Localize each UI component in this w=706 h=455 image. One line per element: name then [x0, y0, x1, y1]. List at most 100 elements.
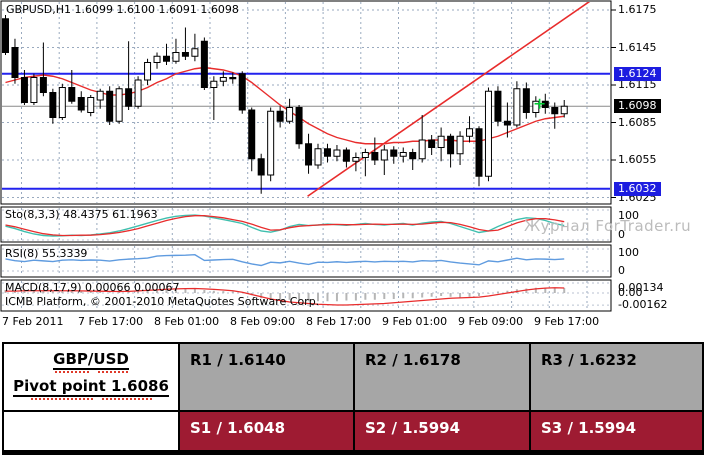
candle-body: [172, 52, 180, 62]
chart-window[interactable]: GBPUSD,H1 1.6099 1.6100 1.6091 1.6098 St…: [0, 0, 706, 334]
candle-body: [361, 152, 369, 158]
candle-body: [106, 90, 114, 122]
main-panel[interactable]: [0, 0, 612, 205]
candle-body: [162, 55, 170, 62]
candle-body: [352, 157, 360, 162]
pivot-r3-cell: R3 / 1.6232: [529, 344, 702, 410]
candle-body: [68, 87, 76, 102]
copyright-label: ICMB Platform, © 2001-2010 MetaQuotes So…: [5, 295, 320, 308]
candle-body: [267, 110, 275, 176]
macd-label: MACD(8,17,9) 0.00066 0.00067: [5, 281, 180, 294]
macd-signal-line: [5, 287, 565, 306]
candle-body: [20, 77, 28, 103]
candlestick-series: [2, 15, 568, 194]
candle-body: [125, 88, 133, 107]
trend-line[interactable]: [307, 0, 592, 197]
candle-body: [314, 148, 322, 166]
spellcheck-squiggle: [4, 398, 178, 400]
candle-body: [257, 158, 265, 176]
candle-body: [87, 97, 95, 113]
candle-body: [532, 100, 540, 113]
price-axis[interactable]: 1.6175 1.6145 1.6115 1.6085 1.6055 1.6025 1.61…: [612, 0, 706, 334]
candle-body: [11, 47, 19, 78]
time-axis[interactable]: 7 Feb 2011 7 Feb 17:00 8 Feb 01:00 8 Feb 09…: [0, 313, 706, 331]
rsi-line: [5, 254, 565, 267]
watermark: Журнал ForTrader.ru: [524, 217, 692, 235]
candle-body: [181, 52, 189, 57]
candle-body: [456, 135, 464, 155]
time-axis-label: 9 Feb 01:00: [382, 315, 448, 328]
candle-body: [305, 143, 313, 166]
candle-body: [342, 149, 350, 162]
time-axis-label: 9 Feb 17:00: [534, 315, 600, 328]
candle-body: [96, 90, 104, 101]
spellcheck-squiggle: [4, 371, 178, 373]
candle-body: [390, 149, 398, 157]
chart-svg[interactable]: [0, 0, 706, 334]
candle-body: [437, 135, 445, 148]
candle-body: [323, 148, 331, 157]
time-axis-label: 8 Feb 17:00: [306, 315, 372, 328]
pivot-s3-cell: S3 / 1.5994: [529, 410, 702, 450]
pivot-r2-cell: R2 / 1.6178: [353, 344, 529, 410]
macd-panel[interactable]: [0, 279, 612, 312]
pivot-empty-cell: [4, 410, 178, 450]
pivot-r1-cell: R1 / 1.6140: [178, 344, 353, 410]
price-tag: 1.6098: [614, 99, 661, 114]
candle-body: [248, 109, 256, 160]
price-tag: 1.6124: [614, 66, 661, 81]
candle-body: [447, 135, 455, 155]
candle-body: [39, 77, 47, 93]
macd-axis-label: 0.00134: [618, 281, 664, 294]
candle-body: [30, 77, 38, 103]
candle-body: [134, 79, 142, 107]
candle-body: [418, 139, 426, 160]
rsi-label: RSI(8) 55.3339: [5, 247, 88, 260]
macd-axis-label: 0.00: [618, 286, 643, 299]
stochastic-panel[interactable]: [0, 206, 612, 243]
price-tick-label: 1.6055: [618, 153, 657, 166]
candle-body: [210, 80, 218, 88]
candle-body: [560, 105, 568, 115]
candle-body: [409, 152, 417, 160]
symbol-label: GBP/USD: [53, 350, 129, 370]
candle-body: [484, 90, 492, 177]
candle-body: [399, 152, 407, 157]
stochastic-label: Sto(8,3,3) 48.4375 61.1963: [5, 208, 158, 221]
candle-body: [333, 149, 341, 157]
macd-axis-label: -0.00162: [618, 298, 668, 312]
candle-body: [2, 18, 9, 53]
candle-body: [238, 73, 246, 111]
candle-body: [371, 152, 379, 161]
chart-title: GBPUSD,H1 1.6099 1.6100 1.6091 1.6098: [6, 3, 239, 16]
candle-body: [295, 107, 303, 145]
candle-body: [115, 88, 123, 122]
time-axis-label: 8 Feb 01:00: [154, 315, 220, 328]
price-tick-label: 1.6145: [618, 40, 657, 54]
candle-body: [144, 62, 152, 81]
candle-body: [494, 90, 502, 122]
candle-body: [513, 88, 521, 126]
candle-body: [229, 77, 237, 80]
candle-body: [522, 88, 530, 113]
stochastic-axis-label: 0: [618, 228, 625, 241]
candle-body: [49, 92, 57, 118]
candle-body: [475, 128, 483, 177]
time-axis-label: 9 Feb 09:00: [458, 315, 524, 328]
candle-body: [286, 107, 294, 122]
price-tag: 1.6032: [614, 181, 661, 196]
price-tick-label: 1.6085: [618, 115, 657, 129]
rsi-panel[interactable]: [0, 244, 612, 278]
rsi-axis-label: 0: [618, 264, 625, 277]
candle-body: [503, 120, 511, 126]
pivot-s1-cell: S1 / 1.6048: [178, 410, 353, 450]
candle-body: [466, 128, 474, 137]
candle-body: [428, 139, 436, 148]
time-axis-label: 8 Feb 09:00: [230, 315, 296, 328]
stochastic-axis-label: 100: [618, 209, 639, 222]
candle-body: [200, 40, 208, 88]
candle-body: [276, 110, 284, 122]
candle-body: [153, 55, 161, 63]
rsi-axis-label: 100: [618, 246, 639, 259]
